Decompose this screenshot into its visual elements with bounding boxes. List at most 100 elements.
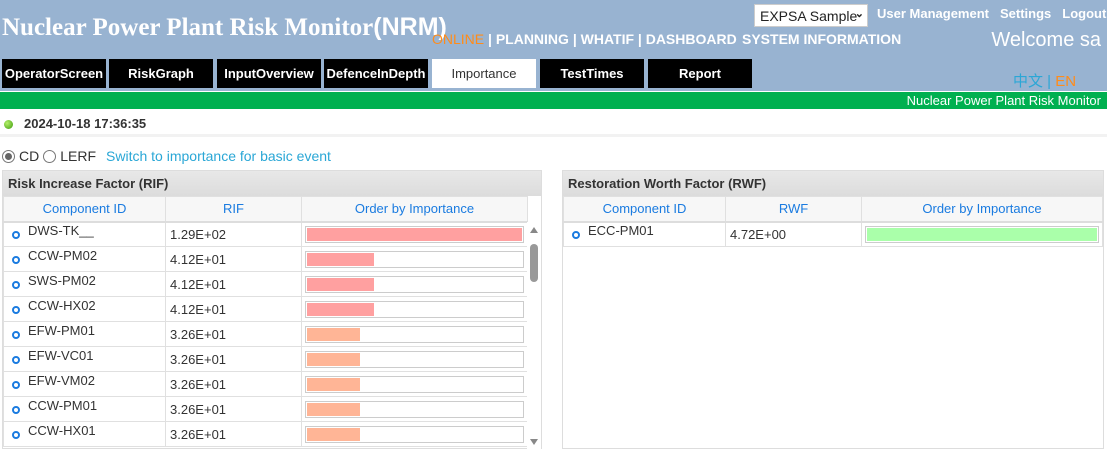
component-id[interactable]: CCW-HX02 <box>28 297 96 313</box>
switch-basic-event-link[interactable]: Switch to importance for basic event <box>106 148 331 164</box>
status-indicator-icon <box>4 120 13 129</box>
importance-bar-track <box>305 375 524 393</box>
tab-operatorscreen[interactable]: OperatorScreen <box>2 59 106 88</box>
table-row[interactable]: EFW-PM01 3.26E+01 <box>3 321 528 347</box>
importance-bar-track <box>305 250 524 268</box>
lang-zh-link[interactable]: 中文 <box>1013 73 1044 90</box>
component-id-cell: EFW-VC01 <box>3 346 166 372</box>
factor-value: 3.26E+01 <box>165 321 302 347</box>
model-select[interactable]: EXPSA Sample ⌄ <box>754 4 868 27</box>
row-bullet-icon[interactable] <box>12 381 20 390</box>
importance-bar-track <box>305 275 524 293</box>
app-title-suffix: (NRM) <box>373 13 447 41</box>
rwf-col-rwf[interactable]: RWF <box>725 196 862 223</box>
scroll-down-icon[interactable] <box>530 439 538 445</box>
component-id-cell: EFW-PM01 <box>3 321 166 347</box>
chevron-down-icon: ⌄ <box>854 8 864 20</box>
importance-cell <box>861 221 1103 247</box>
row-bullet-icon[interactable] <box>12 431 20 440</box>
tab-inputoverview[interactable]: InputOverview <box>217 59 321 88</box>
welcome-text: Welcome sa <box>991 29 1101 51</box>
table-row[interactable]: ECC-PM01 4.72E+00 <box>563 221 1103 247</box>
importance-cell <box>301 221 528 247</box>
mode-nav: ONLINE | PLANNING | WHATIF | DASHBOARD <box>432 31 737 47</box>
component-id-cell: CCW-PM02 <box>3 246 166 272</box>
component-id[interactable]: EFW-VM02 <box>28 372 95 388</box>
table-row[interactable]: CCW-PM02 4.12E+01 <box>3 246 528 272</box>
importance-bar-track <box>305 400 524 418</box>
importance-cell <box>301 396 528 422</box>
tab-report[interactable]: Report <box>648 59 752 88</box>
rif-scrollbar[interactable] <box>527 222 541 449</box>
component-id-cell: EFW-VM02 <box>3 371 166 397</box>
factor-value: 3.26E+01 <box>165 346 302 372</box>
rif-col-order[interactable]: Order by Importance <box>301 196 528 223</box>
component-id[interactable]: SWS-PM02 <box>28 272 96 288</box>
lerf-radio[interactable] <box>43 149 57 163</box>
row-bullet-icon[interactable] <box>12 281 20 290</box>
component-id-cell: DWS-TK__ <box>3 221 166 247</box>
table-row[interactable]: CCW-HX01 3.26E+01 <box>3 421 528 447</box>
mode-nav-links[interactable]: | PLANNING | WHATIF | DASHBOARD <box>484 31 737 47</box>
importance-bar-track <box>305 350 524 368</box>
importance-bar-track <box>865 225 1099 243</box>
system-information-link[interactable]: SYSTEM INFORMATION <box>742 31 902 47</box>
lang-en-link[interactable]: EN <box>1055 73 1077 90</box>
component-id[interactable]: EFW-PM01 <box>28 322 95 338</box>
measure-options: CD LERF Switch to importance for basic e… <box>2 148 331 164</box>
banner: Nuclear Power Plant Risk Monitor <box>0 92 1107 109</box>
factor-value: 4.72E+00 <box>725 221 862 247</box>
model-select-value: EXPSA Sample <box>760 8 858 24</box>
tab-importance[interactable]: Importance <box>432 59 536 88</box>
rif-panel: Risk Increase Factor (RIF) Component ID … <box>2 170 542 449</box>
row-bullet-icon[interactable] <box>572 231 580 240</box>
scroll-thumb[interactable] <box>530 244 538 282</box>
importance-cell <box>301 296 528 322</box>
table-row[interactable]: CCW-HX02 4.12E+01 <box>3 296 528 322</box>
component-id[interactable]: EFW-VC01 <box>28 347 94 363</box>
cd-radio[interactable] <box>2 149 15 163</box>
component-id[interactable]: CCW-PM01 <box>28 397 98 413</box>
timestamp: 2024-10-18 17:36:35 <box>24 116 147 131</box>
component-id-cell: ECC-PM01 <box>563 221 726 247</box>
factor-value: 4.12E+01 <box>165 246 302 272</box>
importance-cell <box>301 246 528 272</box>
scroll-up-icon[interactable] <box>530 227 538 233</box>
table-row[interactable]: DWS-TK__ 1.29E+02 <box>3 221 528 247</box>
mode-online-link[interactable]: ONLINE <box>432 31 485 47</box>
row-bullet-icon[interactable] <box>12 256 20 265</box>
importance-bar <box>867 227 1097 241</box>
settings-link[interactable]: Settings <box>999 6 1052 21</box>
tab-defenceindepth[interactable]: DefenceInDepth <box>324 59 428 88</box>
component-id[interactable]: ECC-PM01 <box>588 222 654 238</box>
row-bullet-icon[interactable] <box>12 406 20 415</box>
importance-cell <box>301 271 528 297</box>
importance-bar <box>307 302 375 316</box>
importance-bar <box>307 277 375 291</box>
rif-panel-title: Risk Increase Factor (RIF) <box>3 171 541 196</box>
row-bullet-icon[interactable] <box>12 356 20 365</box>
table-row[interactable]: SWS-PM02 4.12E+01 <box>3 271 528 297</box>
language-switch: 中文 | EN <box>1013 70 1076 91</box>
importance-cell <box>301 421 528 447</box>
rwf-col-component-id[interactable]: Component ID <box>563 196 726 223</box>
rwf-col-order[interactable]: Order by Importance <box>861 196 1103 223</box>
rif-col-rif[interactable]: RIF <box>165 196 302 223</box>
component-id[interactable]: DWS-TK__ <box>28 222 94 238</box>
factor-value: 3.26E+01 <box>165 396 302 422</box>
row-bullet-icon[interactable] <box>12 306 20 315</box>
table-row[interactable]: CCW-PM01 3.26E+01 <box>3 396 528 422</box>
table-row[interactable]: EFW-VM02 3.26E+01 <box>3 371 528 397</box>
tab-testtimes[interactable]: TestTimes <box>540 59 644 88</box>
tab-riskgraph[interactable]: RiskGraph <box>109 59 213 88</box>
logout-link[interactable]: Logout <box>1062 6 1107 21</box>
row-bullet-icon[interactable] <box>12 331 20 340</box>
component-id[interactable]: CCW-PM02 <box>28 247 98 263</box>
rif-col-component-id[interactable]: Component ID <box>3 196 166 223</box>
factor-value: 4.12E+01 <box>165 296 302 322</box>
row-bullet-icon[interactable] <box>12 231 20 240</box>
component-id[interactable]: CCW-HX01 <box>28 422 96 438</box>
importance-bar <box>307 377 360 391</box>
user-management-link[interactable]: User Management <box>877 6 989 21</box>
table-row[interactable]: EFW-VC01 3.26E+01 <box>3 346 528 372</box>
